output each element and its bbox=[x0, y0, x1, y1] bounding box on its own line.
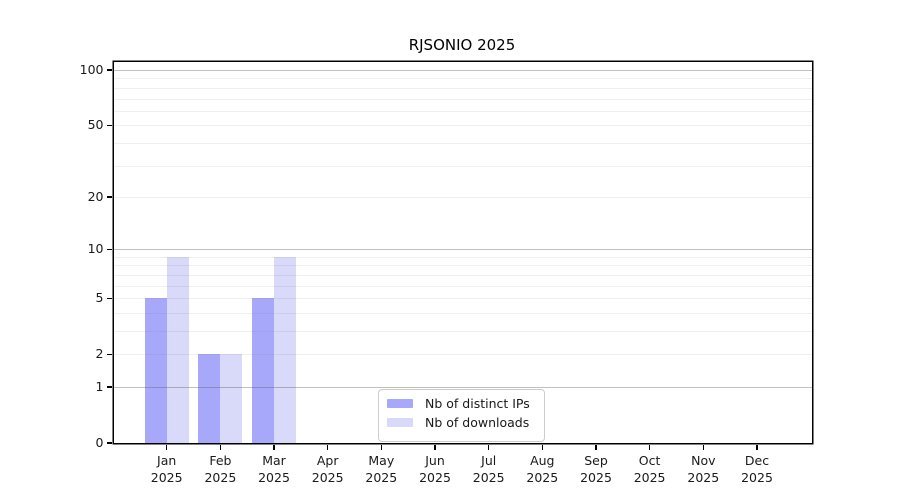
bar-downloads-mar bbox=[274, 256, 297, 443]
legend: Nb of distinct IPs Nb of downloads bbox=[378, 389, 545, 442]
x-tick-mark bbox=[219, 444, 221, 450]
bar-downloads-jan bbox=[166, 256, 189, 443]
bar-distinct-ips-feb bbox=[198, 354, 221, 443]
y-tick-label: 5 bbox=[95, 290, 104, 306]
gridline-major bbox=[113, 70, 812, 71]
y-tick-label: 20 bbox=[87, 188, 104, 204]
gridline-minor bbox=[113, 142, 812, 144]
gridline-minor bbox=[113, 87, 812, 89]
x-tick-mark bbox=[702, 444, 704, 450]
x-tick-mark bbox=[380, 444, 382, 450]
gridline-minor bbox=[113, 274, 812, 276]
x-tick-label-jan: Jan 2025 bbox=[150, 453, 183, 485]
y-tick-mark bbox=[107, 297, 112, 299]
gridline-major bbox=[113, 249, 812, 251]
gridline-minor bbox=[113, 331, 812, 332]
gridline-minor bbox=[113, 265, 812, 267]
x-tick-label-sep: Sep 2025 bbox=[580, 453, 612, 485]
gridline-minor bbox=[113, 196, 812, 198]
x-axis: Jan 2025 Feb 2025 Mar 2025 Apr 2025 May 2025… bbox=[114, 452, 812, 492]
y-tick-label: 50 bbox=[87, 117, 104, 133]
gridline-minor bbox=[113, 285, 812, 287]
gridline-minor bbox=[113, 256, 812, 258]
bar-distinct-ips-jan bbox=[144, 298, 167, 443]
x-tick-label-mar: Mar 2025 bbox=[258, 453, 290, 485]
legend-item: Nb of downloads bbox=[379, 413, 544, 432]
y-tick-label: 10 bbox=[87, 241, 104, 257]
y-tick-label: 100 bbox=[79, 62, 104, 77]
x-tick-mark bbox=[541, 444, 543, 450]
gridline-major bbox=[113, 387, 812, 388]
x-tick-label-feb: Feb 2025 bbox=[204, 453, 237, 485]
x-tick-mark bbox=[595, 444, 597, 450]
y-tick-mark bbox=[107, 353, 112, 355]
y-tick-mark bbox=[107, 442, 112, 444]
legend-label: Nb of distinct IPs bbox=[425, 396, 530, 411]
y-axis: 0 1 2 5 10 20 50 100 bbox=[0, 62, 114, 450]
y-tick-label: 1 bbox=[95, 379, 104, 394]
y-tick-mark bbox=[107, 124, 112, 126]
y-tick-mark bbox=[107, 248, 112, 250]
y-tick-label: 2 bbox=[95, 346, 104, 362]
x-tick-mark bbox=[649, 444, 651, 450]
legend-label: Nb of downloads bbox=[425, 415, 530, 430]
x-tick-label-oct: Oct 2025 bbox=[633, 453, 666, 485]
plot-area bbox=[107, 62, 812, 450]
x-tick-mark bbox=[756, 444, 758, 450]
x-tick-mark bbox=[327, 444, 329, 450]
x-tick-mark bbox=[273, 444, 275, 450]
y-tick-mark bbox=[107, 386, 112, 388]
x-tick-label-dec: Dec 2025 bbox=[741, 453, 773, 485]
legend-swatch bbox=[387, 418, 413, 427]
gridline-minor bbox=[113, 298, 812, 300]
gridline-minor bbox=[113, 312, 812, 314]
chart-title: RJSONIO 2025 bbox=[408, 36, 516, 54]
bar-downloads-feb bbox=[220, 354, 243, 443]
legend-item: Nb of distinct IPs bbox=[379, 394, 544, 413]
gridline-minor bbox=[113, 165, 812, 167]
y-tick-mark bbox=[107, 196, 112, 198]
x-tick-label-nov: Nov 2025 bbox=[687, 453, 720, 485]
y-tick-label: 0 bbox=[95, 435, 104, 450]
gridline-minor bbox=[113, 110, 812, 112]
x-tick-label-may: May 2025 bbox=[365, 453, 398, 485]
x-tick-label-apr: Apr 2025 bbox=[311, 453, 344, 485]
x-tick-label-jun: Jun 2025 bbox=[419, 453, 451, 485]
gridline-minor bbox=[113, 78, 812, 80]
x-tick-label-aug: Aug 2025 bbox=[526, 453, 559, 485]
x-tick-mark bbox=[488, 444, 490, 450]
x-tick-mark bbox=[166, 444, 168, 450]
x-tick-mark bbox=[434, 444, 436, 450]
gridline-minor bbox=[113, 354, 812, 356]
x-tick-label-jul: Jul 2025 bbox=[472, 453, 505, 485]
y-tick-mark bbox=[107, 69, 112, 71]
gridline-minor bbox=[113, 98, 812, 100]
bar-distinct-ips-mar bbox=[252, 298, 275, 443]
gridline-minor bbox=[113, 125, 812, 127]
legend-swatch bbox=[387, 399, 413, 408]
